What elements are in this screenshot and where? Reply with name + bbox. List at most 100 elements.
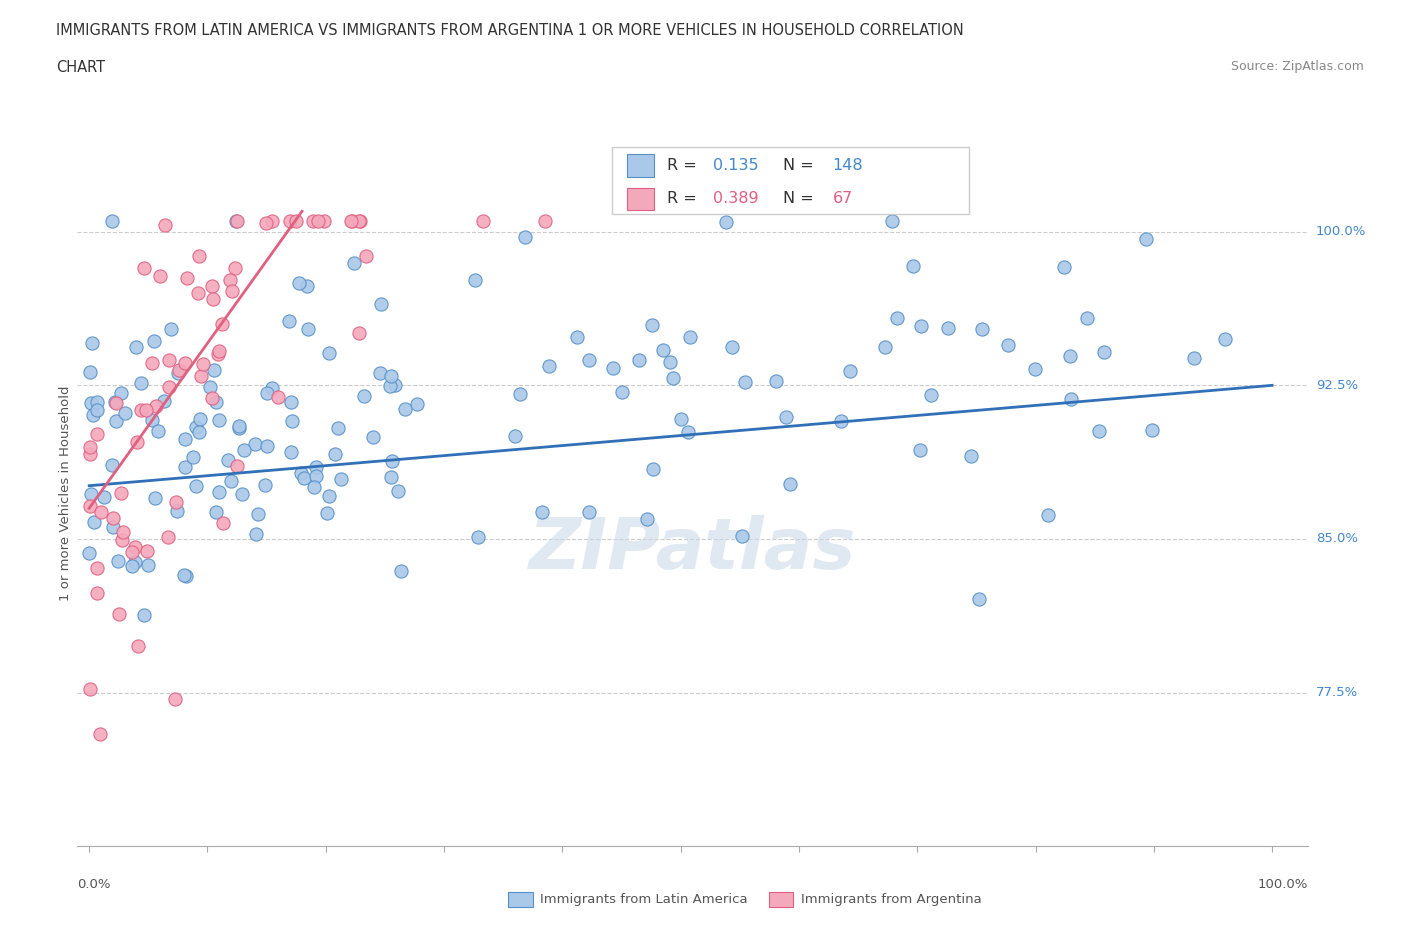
Point [190, 368, 212, 383]
Point [765, 374, 787, 389]
FancyBboxPatch shape [769, 892, 793, 907]
Point [121, 559, 143, 574]
Point [284, 214, 307, 229]
Point [221, 284, 243, 299]
Point [226, 214, 249, 229]
Point [205, 395, 228, 410]
Point [89, 726, 111, 741]
FancyBboxPatch shape [508, 892, 533, 907]
Point [181, 449, 204, 464]
Point [610, 384, 633, 399]
Point [509, 386, 531, 401]
Point [169, 362, 191, 377]
Point [188, 412, 211, 427]
Point [384, 378, 406, 392]
Point [173, 432, 195, 446]
Point [224, 260, 246, 275]
Point [208, 413, 231, 428]
Point [467, 529, 489, 544]
Text: 0.135: 0.135 [713, 158, 759, 173]
Point [114, 405, 136, 420]
Point [134, 260, 156, 275]
Point [101, 214, 124, 229]
Point [135, 403, 157, 418]
Point [339, 214, 361, 229]
Point [146, 423, 169, 438]
Point [108, 606, 131, 621]
Point [212, 515, 235, 530]
Point [714, 215, 737, 230]
Point [329, 472, 352, 486]
Point [318, 488, 340, 503]
Point [79, 440, 101, 455]
Point [378, 379, 401, 393]
Point [662, 370, 685, 385]
Point [875, 339, 897, 354]
Point [246, 507, 269, 522]
Point [90, 505, 112, 520]
Text: R =: R = [666, 158, 702, 173]
Text: Immigrants from Latin America: Immigrants from Latin America [540, 893, 748, 906]
Point [201, 278, 224, 293]
Point [267, 390, 290, 405]
Point [136, 543, 159, 558]
Point [86, 427, 108, 442]
Point [354, 249, 377, 264]
Point [121, 544, 143, 559]
Point [165, 495, 187, 510]
Point [921, 387, 943, 402]
Point [636, 512, 658, 526]
Point [219, 474, 242, 489]
Point [292, 471, 315, 485]
Text: Immigrants from Argentina: Immigrants from Argentina [801, 893, 981, 906]
Point [86, 560, 108, 575]
Point [280, 214, 302, 229]
Point [231, 486, 253, 501]
Point [641, 318, 664, 333]
Text: 0.0%: 0.0% [77, 878, 111, 891]
Point [211, 316, 233, 331]
Point [578, 504, 600, 519]
Point [394, 402, 416, 417]
Point [208, 343, 231, 358]
Point [1135, 232, 1157, 246]
Point [1059, 392, 1081, 406]
Point [302, 479, 325, 494]
Point [157, 353, 180, 368]
Point [1215, 331, 1237, 346]
Point [256, 438, 278, 453]
Point [1140, 422, 1163, 437]
Point [160, 322, 183, 337]
Point [959, 449, 981, 464]
Point [187, 286, 209, 300]
Point [343, 255, 366, 270]
Point [245, 437, 267, 452]
Point [207, 347, 229, 362]
Point [184, 420, 207, 435]
Point [627, 352, 650, 367]
Point [104, 394, 127, 409]
Point [503, 429, 526, 444]
Point [304, 468, 326, 483]
Point [153, 393, 176, 408]
Point [226, 458, 249, 473]
Point [110, 533, 132, 548]
Point [908, 443, 931, 458]
Point [86, 395, 108, 410]
Point [651, 343, 673, 358]
Point [280, 394, 302, 409]
Point [353, 389, 375, 404]
Point [202, 362, 225, 377]
Point [830, 413, 852, 428]
Point [721, 339, 744, 354]
Y-axis label: 1 or more Vehicles in Household: 1 or more Vehicles in Household [59, 385, 72, 601]
Point [173, 355, 195, 370]
Point [103, 520, 125, 535]
Point [200, 379, 222, 394]
Point [157, 379, 180, 394]
Point [349, 214, 371, 229]
Point [361, 430, 384, 445]
Point [149, 269, 172, 284]
Point [578, 352, 600, 367]
Point [290, 465, 312, 480]
